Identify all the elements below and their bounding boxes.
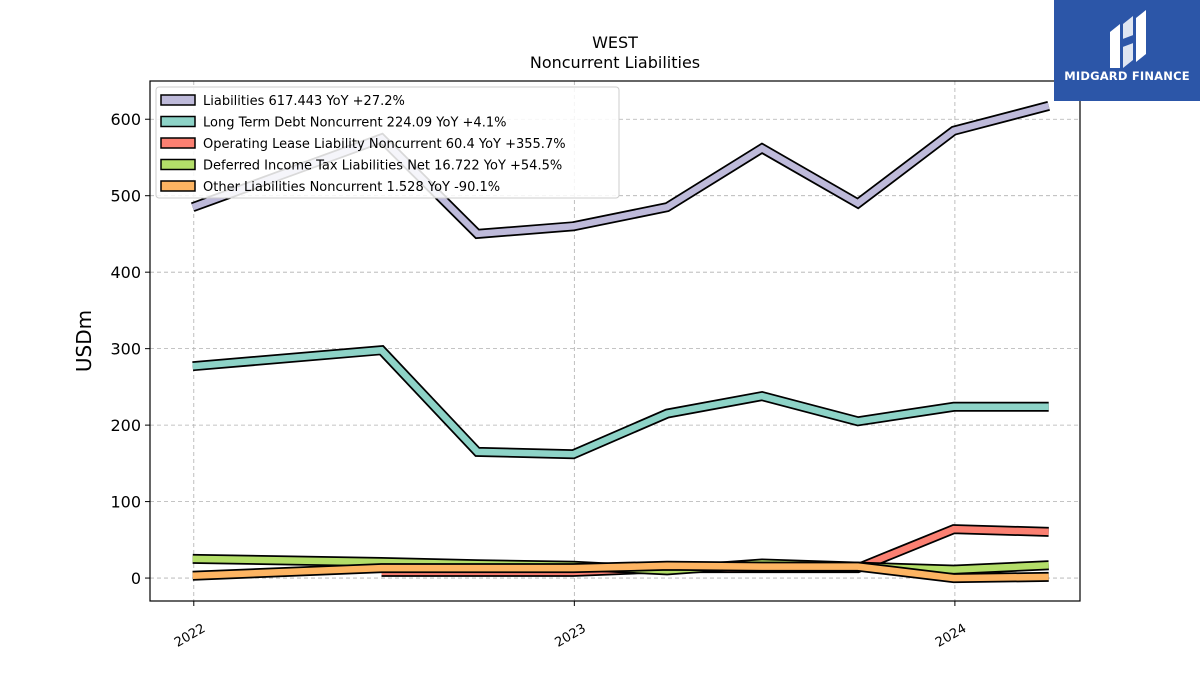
y-tick-label: 400 <box>110 263 141 282</box>
legend-box <box>155 86 620 199</box>
brand-logo: MIDGARD FINANCE <box>1054 0 1200 101</box>
series-2-line <box>192 345 1049 460</box>
series-fill <box>192 346 1049 458</box>
y-axis-ticks: 0 100 200 300 400 500 600 <box>110 110 150 588</box>
y-tick-label: 0 <box>131 569 141 588</box>
plot-frame <box>149 80 1081 602</box>
legend-swatch <box>160 158 196 171</box>
logo-text: MIDGARD FINANCE <box>1064 69 1190 83</box>
chart-title: WEST <box>592 33 638 52</box>
series-fill <box>192 562 1049 582</box>
y-tick-label: 300 <box>110 340 141 359</box>
legend-swatch <box>160 137 196 149</box>
series-outline <box>192 345 1049 460</box>
chart-subtitle: Noncurrent Liabilities <box>530 53 700 72</box>
legend-entry: Operating Lease Liability Noncurrent 60.… <box>203 137 566 152</box>
y-tick-label: 600 <box>110 110 141 129</box>
y-tick-label: 100 <box>110 493 141 512</box>
x-tick-label: 2024 <box>933 621 969 651</box>
y-axis-label: USDm <box>72 310 96 372</box>
legend-entry: Liabilities 617.443 YoY +27.2% <box>203 94 405 109</box>
legend-entry: Deferred Income Tax Liabilities Net 16.7… <box>203 159 562 174</box>
legend-entry: Long Term Debt Noncurrent 224.09 YoY +4.… <box>203 116 506 131</box>
logo-mark-icon <box>1110 10 1146 68</box>
x-axis-ticks: 2022 2023 2024 <box>172 601 969 651</box>
series-lines <box>190 101 1050 584</box>
legend-swatch <box>160 94 196 106</box>
legend-entry: Other Liabilities Noncurrent 1.528 YoY -… <box>203 180 500 195</box>
y-tick-label: 500 <box>110 187 141 206</box>
legend: Liabilities 617.443 YoY +27.2% Long Term … <box>155 86 620 199</box>
x-tick-label: 2022 <box>172 621 208 651</box>
legend-swatch <box>160 115 196 128</box>
series-5-line <box>192 560 1049 584</box>
y-tick-label: 200 <box>110 416 141 435</box>
x-tick-label: 2023 <box>553 621 589 651</box>
legend-swatch <box>160 180 196 192</box>
